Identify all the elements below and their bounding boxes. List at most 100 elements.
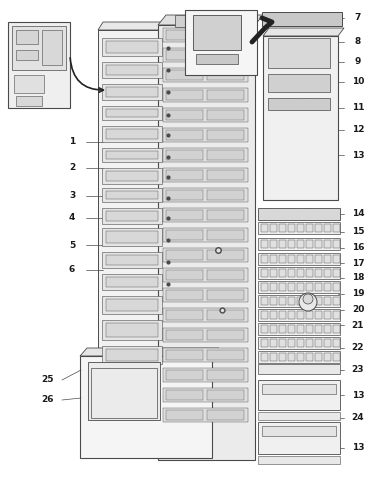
Bar (166, 310, 203, 320)
Bar (279, 240, 286, 248)
Bar (262, 426, 336, 436)
Bar (14, 75, 44, 93)
Text: 8: 8 (355, 37, 361, 47)
Bar (306, 353, 313, 361)
Circle shape (303, 294, 313, 304)
Bar (324, 325, 331, 333)
Bar (258, 412, 340, 420)
Bar (306, 240, 313, 248)
Bar (163, 208, 248, 222)
Bar (288, 255, 295, 263)
Bar (324, 297, 331, 305)
Bar (166, 230, 203, 240)
Bar (106, 87, 158, 97)
Bar (166, 270, 203, 280)
Bar (163, 308, 248, 322)
Bar (270, 353, 277, 361)
Circle shape (299, 293, 317, 311)
Bar (16, 50, 38, 60)
Text: 11: 11 (352, 103, 364, 113)
Bar (288, 240, 295, 248)
Bar (207, 330, 244, 340)
Bar (166, 250, 203, 260)
Bar (306, 339, 313, 347)
Bar (279, 255, 286, 263)
Bar (166, 70, 203, 80)
Bar (193, 15, 241, 50)
Bar (315, 224, 322, 232)
Bar (258, 222, 340, 234)
Bar (261, 269, 268, 277)
Bar (102, 252, 162, 268)
Bar (297, 224, 304, 232)
Bar (333, 311, 340, 319)
Bar (106, 231, 158, 243)
Bar (163, 48, 248, 62)
Bar (88, 362, 160, 420)
Bar (106, 323, 158, 337)
Bar (106, 211, 158, 221)
Bar (207, 230, 244, 240)
Bar (306, 325, 313, 333)
Bar (207, 370, 244, 380)
Bar (163, 328, 248, 342)
Bar (315, 255, 322, 263)
Text: 6: 6 (69, 266, 75, 275)
Bar (163, 68, 248, 82)
Bar (102, 84, 162, 100)
Bar (324, 240, 331, 248)
Bar (333, 255, 340, 263)
Bar (324, 283, 331, 291)
Bar (207, 30, 244, 40)
Bar (268, 98, 330, 110)
Text: 26: 26 (42, 396, 54, 404)
Text: 13: 13 (352, 391, 364, 400)
Bar (106, 65, 158, 75)
Bar (102, 296, 162, 314)
Bar (258, 267, 340, 279)
Bar (258, 380, 340, 410)
Bar (315, 283, 322, 291)
Bar (207, 110, 244, 120)
Bar (91, 368, 157, 418)
Bar (166, 370, 203, 380)
Bar (324, 224, 331, 232)
Bar (279, 311, 286, 319)
Bar (297, 353, 304, 361)
Bar (333, 353, 340, 361)
Bar (261, 339, 268, 347)
Polygon shape (80, 348, 219, 356)
Bar (207, 190, 244, 200)
Text: 21: 21 (352, 320, 364, 330)
Bar (207, 250, 244, 260)
Bar (185, 10, 257, 75)
Bar (315, 240, 322, 248)
Text: 13: 13 (352, 443, 364, 453)
Text: 20: 20 (352, 306, 364, 314)
Bar (166, 390, 203, 400)
Text: 9: 9 (355, 58, 361, 66)
Bar (166, 130, 203, 140)
Bar (279, 353, 286, 361)
Bar (288, 224, 295, 232)
Bar (163, 408, 248, 422)
Bar (297, 240, 304, 248)
Bar (333, 269, 340, 277)
Bar (106, 171, 158, 181)
Bar (207, 170, 244, 180)
Bar (166, 210, 203, 220)
Bar (279, 224, 286, 232)
Bar (324, 353, 331, 361)
Bar (258, 238, 340, 250)
Text: 10: 10 (352, 78, 364, 87)
Bar (163, 188, 248, 202)
Bar (288, 283, 295, 291)
Bar (106, 109, 158, 117)
Bar (261, 325, 268, 333)
Bar (261, 240, 268, 248)
Bar (324, 255, 331, 263)
Bar (102, 38, 162, 56)
Bar (258, 422, 340, 454)
Bar (288, 297, 295, 305)
Bar (333, 224, 340, 232)
